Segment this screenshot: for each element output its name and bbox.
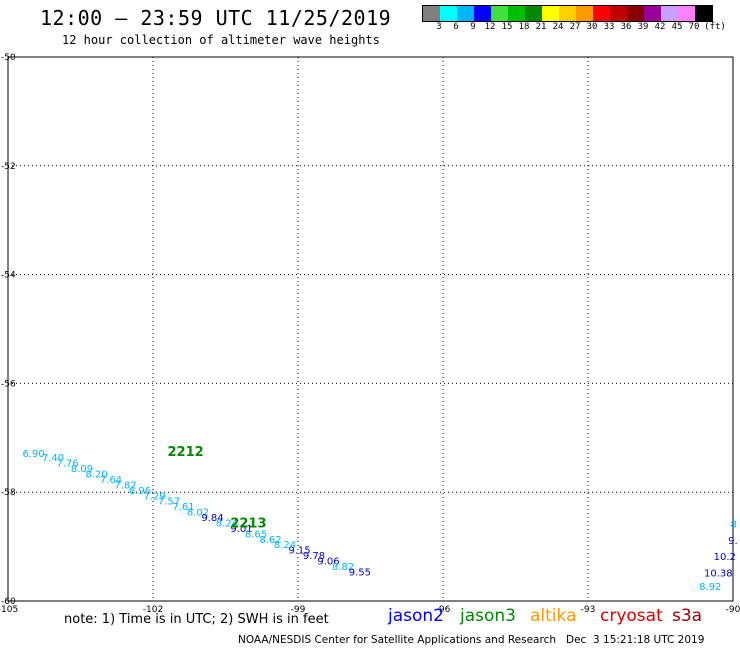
color-scale-label: 15	[501, 22, 513, 32]
color-scale-label: 9	[470, 22, 476, 32]
color-swatch-3	[474, 6, 491, 21]
wave-height-label: 7.29	[143, 491, 165, 502]
map-subtitle: 12 hour collection of altimeter wave hei…	[62, 33, 380, 47]
longitude-tick-label: -96	[436, 605, 451, 615]
wave-height-label: 7.57	[158, 497, 180, 508]
track-number-label: 2212	[168, 445, 204, 460]
color-scale-label: 70	[688, 22, 700, 32]
color-scale-unit: (ft)	[704, 22, 726, 32]
map-frame	[7, 56, 734, 602]
wave-height-label: 10.2	[714, 552, 736, 563]
track-number-label: 2213	[230, 517, 266, 532]
color-swatch-15	[678, 6, 695, 21]
color-scale-label: 18	[518, 22, 530, 32]
color-swatch-13	[644, 6, 661, 21]
footer-note: note: 1) Time is in UTC; 2) SWH is in fe…	[64, 612, 329, 627]
wave-height-label: 8.82	[332, 562, 354, 573]
legend-s3a: s3a	[672, 606, 703, 626]
latitude-tick-label: -56	[1, 379, 16, 389]
wave-height-label: 9.01	[230, 524, 252, 535]
legend-jason2: jason2	[388, 606, 444, 626]
wave-height-label: 8.24	[216, 518, 238, 529]
color-swatch-12	[627, 6, 644, 21]
wave-height-label: 8	[731, 520, 737, 531]
wave-height-label: 8.24	[274, 540, 296, 551]
map-title: 12:00 – 23:59 UTC 11/25/2019	[40, 6, 392, 30]
color-swatch-1	[440, 6, 457, 21]
color-swatch-11	[610, 6, 627, 21]
color-scale-label: 24	[552, 22, 564, 32]
color-swatch-4	[491, 6, 508, 21]
color-scale-bar	[422, 5, 713, 22]
longitude-tick-label: -102	[143, 605, 163, 615]
wave-height-label: 6.90	[23, 449, 45, 460]
wave-height-label: 6.96	[129, 486, 151, 497]
longitude-tick-label: -105	[0, 605, 18, 615]
wave-height-label: 7.82	[114, 480, 136, 491]
latitude-tick-label: -50	[1, 53, 16, 63]
color-scale-label: 27	[569, 22, 581, 32]
wave-height-label: 9.15	[288, 546, 310, 557]
wave-height-label: 8.62	[259, 535, 281, 546]
wave-height-label: 7.40	[42, 453, 64, 464]
wave-height-label: 9.06	[317, 557, 339, 568]
color-swatch-0	[423, 6, 440, 21]
wave-height-label: 9.	[728, 536, 738, 547]
color-scale-label: 36	[620, 22, 632, 32]
color-swatch-8	[559, 6, 576, 21]
wave-height-label: 8.92	[699, 582, 721, 593]
latitude-tick-label: -58	[1, 488, 16, 498]
color-swatch-14	[661, 6, 678, 21]
longitude-tick-label: -93	[581, 605, 596, 615]
color-swatch-6	[525, 6, 542, 21]
color-scale-label: 12	[484, 22, 496, 32]
color-swatch-9	[576, 6, 593, 21]
latitude-tick-label: -54	[1, 271, 16, 281]
wave-height-label: 7.76	[56, 459, 78, 470]
wave-height-label: 9.78	[303, 551, 325, 562]
wave-height-label: 9.55	[349, 567, 371, 578]
wave-height-label: 7.64	[100, 475, 122, 486]
wave-height-label: 8.02	[187, 508, 209, 519]
color-scale-label: 3	[436, 22, 442, 32]
color-scale-label: 33	[603, 22, 615, 32]
legend-altika: altika	[530, 606, 577, 626]
legend-jason3: jason3	[460, 606, 516, 626]
credit-line: NOAA/NESDIS Center for Satellite Applica…	[238, 634, 705, 646]
color-swatch-16	[695, 6, 712, 21]
wave-height-label: 7.61	[172, 502, 194, 513]
latitude-tick-label: -52	[1, 162, 16, 172]
color-scale-label: 42	[654, 22, 666, 32]
color-scale-label: 39	[637, 22, 649, 32]
latitude-tick-label: -60	[1, 597, 16, 607]
wave-height-label: 9.84	[201, 513, 223, 524]
wave-height-label: 8.20	[85, 470, 107, 481]
wave-height-label: 8.09	[71, 464, 93, 475]
wave-height-label: 10.38	[704, 569, 733, 580]
color-scale-label: 30	[586, 22, 598, 32]
longitude-tick-label: -99	[291, 605, 306, 615]
color-swatch-2	[457, 6, 474, 21]
color-scale-label: 21	[535, 22, 547, 32]
color-scale-label: 45	[671, 22, 683, 32]
color-swatch-10	[593, 6, 610, 21]
color-swatch-5	[508, 6, 525, 21]
wave-height-label: 8.65	[245, 529, 267, 540]
color-swatch-7	[542, 6, 559, 21]
legend-cryosat: cryosat	[600, 606, 663, 626]
longitude-tick-label: -90	[726, 605, 740, 615]
color-scale-label: 6	[453, 22, 459, 32]
